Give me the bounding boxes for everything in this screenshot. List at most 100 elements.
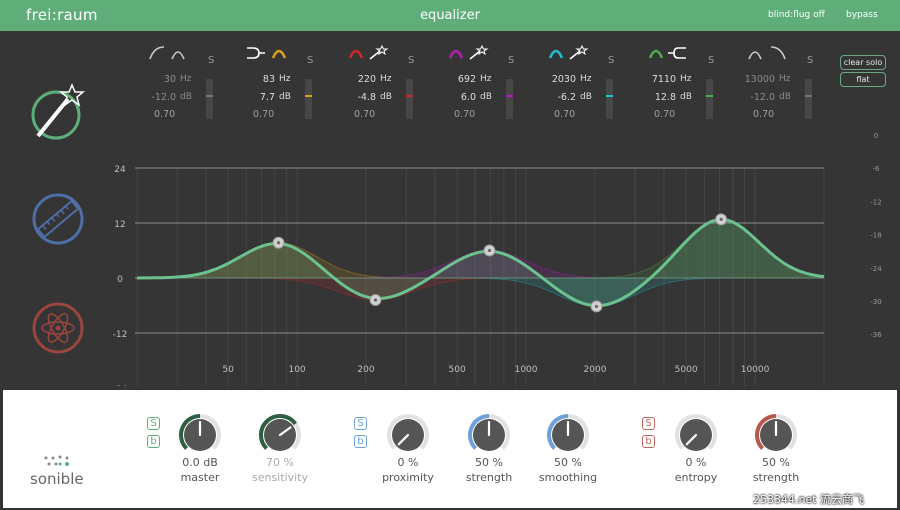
band-2-meter bbox=[305, 79, 312, 119]
band-3-solo-button[interactable]: S bbox=[408, 55, 415, 66]
band-6-meter bbox=[706, 79, 713, 119]
main-panel: S 30 Hz -12.0 dB 0.70 S 83 Hz 7.7 dB 0.70 S 220 Hz -4.8… bbox=[0, 31, 900, 389]
band-1-gain[interactable]: -12.0 bbox=[151, 92, 176, 103]
band-6-gain[interactable]: 12.8 bbox=[654, 92, 676, 103]
band-5-hz-unit: Hz bbox=[580, 74, 592, 84]
blue-smoothing-value: 50 % bbox=[554, 456, 582, 469]
blue-proximity-label: proximity bbox=[382, 471, 434, 484]
band-2-solo-button[interactable]: S bbox=[307, 55, 314, 66]
magic-wand-mode-icon[interactable] bbox=[26, 81, 88, 143]
blue-bypass-button[interactable]: b bbox=[354, 435, 367, 448]
band-1-frequency[interactable]: 30 bbox=[163, 74, 176, 85]
band-4-hz-unit: Hz bbox=[480, 74, 492, 84]
summed-response-curve bbox=[137, 217, 825, 308]
blue-strength-label: strength bbox=[465, 471, 513, 484]
band-6-frequency[interactable]: 7110 bbox=[651, 74, 676, 85]
band-4[interactable]: S 692 Hz 6.0 dB 0.70 bbox=[448, 43, 528, 123]
band-5-q[interactable]: 0.70 bbox=[554, 109, 576, 120]
band-3-frequency[interactable]: 220 bbox=[357, 74, 376, 85]
band-3-gain[interactable]: -4.8 bbox=[357, 92, 376, 103]
band-1-meter bbox=[206, 79, 213, 119]
blue-proximity-knob[interactable] bbox=[385, 412, 431, 458]
blue-solo-button[interactable]: S bbox=[354, 417, 367, 430]
band-5[interactable]: S 2030 Hz -6.2 dB 0.70 bbox=[548, 43, 628, 123]
band-1-q[interactable]: 0.70 bbox=[154, 109, 176, 120]
red-entropy-label: entropy bbox=[674, 471, 718, 484]
ruler-mode-icon[interactable] bbox=[30, 191, 86, 247]
band-3[interactable]: S 220 Hz -4.8 dB 0.70 bbox=[348, 43, 428, 123]
band-7-shape-icons[interactable] bbox=[747, 43, 807, 61]
band-6-db-unit: dB bbox=[680, 92, 692, 102]
green-bypass-button[interactable]: b bbox=[147, 435, 160, 448]
band-5-frequency[interactable]: 2030 bbox=[551, 74, 576, 85]
sonible-logo: sonible bbox=[30, 455, 84, 488]
band-2-frequency[interactable]: 83 bbox=[262, 74, 275, 85]
blue-smoothing-label: smoothing bbox=[538, 471, 598, 484]
red-strength-knob[interactable] bbox=[753, 412, 799, 458]
blue-strength-knob[interactable] bbox=[466, 412, 512, 458]
band-3-q[interactable]: 0.70 bbox=[354, 109, 376, 120]
band-7[interactable]: S 13000 Hz -12.0 dB 0.70 bbox=[745, 43, 827, 123]
level-tick-label: -36 bbox=[870, 331, 882, 339]
band-1-shape-icons[interactable] bbox=[148, 43, 208, 61]
red-entropy-value: 0 % bbox=[685, 456, 707, 469]
blind-flug-toggle[interactable]: blind:flug off bbox=[768, 10, 825, 20]
band-1-solo-button[interactable]: S bbox=[208, 55, 215, 66]
band-7-meter bbox=[805, 79, 812, 119]
band-7-db-unit: dB bbox=[779, 92, 791, 102]
frequency-tick-label: 2000 bbox=[584, 365, 607, 375]
atom-mode-icon[interactable] bbox=[30, 300, 86, 356]
band-2-q[interactable]: 0.70 bbox=[253, 109, 275, 120]
band-5-solo-button[interactable]: S bbox=[608, 55, 615, 66]
level-tick-label: 0 bbox=[874, 132, 878, 140]
band-6[interactable]: S 7110 Hz 12.8 dB 0.70 bbox=[648, 43, 728, 123]
green-sensitivity-knob[interactable] bbox=[257, 412, 303, 458]
band-2-shape-icons[interactable] bbox=[247, 43, 307, 61]
band-5-handle-dot bbox=[594, 304, 599, 309]
band-4-gain[interactable]: 6.0 bbox=[460, 92, 476, 103]
gain-tick-label: -24 bbox=[113, 385, 128, 386]
clear-solo-button[interactable]: clear solo bbox=[840, 55, 886, 70]
band-3-shape-icons[interactable] bbox=[348, 43, 408, 61]
band-7-solo-button[interactable]: S bbox=[807, 55, 814, 66]
red-solo-button[interactable]: S bbox=[642, 417, 655, 430]
band-4-solo-button[interactable]: S bbox=[508, 55, 515, 66]
band-7-gain[interactable]: -12.0 bbox=[750, 92, 775, 103]
band-7-q[interactable]: 0.70 bbox=[753, 109, 775, 120]
frequency-tick-label: 1000 bbox=[515, 365, 538, 375]
band-4-q[interactable]: 0.70 bbox=[454, 109, 476, 120]
red-bypass-button[interactable]: b bbox=[642, 435, 655, 448]
frequency-tick-label: 10000 bbox=[741, 365, 770, 375]
summed-response-fill bbox=[137, 219, 824, 306]
bypass-button[interactable]: bypass bbox=[846, 10, 878, 20]
band-3-db-unit: dB bbox=[380, 92, 392, 102]
band-7-frequency[interactable]: 13000 bbox=[744, 74, 775, 85]
band-6-shape-icons[interactable] bbox=[648, 43, 708, 61]
band-6-q[interactable]: 0.70 bbox=[654, 109, 676, 120]
level-tick-label: -6 bbox=[873, 165, 881, 173]
level-tick-label: -30 bbox=[870, 298, 881, 306]
level-tick-label: -12 bbox=[870, 198, 881, 206]
green-sensitivity-label: sensitivity bbox=[251, 471, 308, 484]
band-2[interactable]: S 83 Hz 7.7 dB 0.70 bbox=[247, 43, 327, 123]
watermark: 253344.net 流云商飞 bbox=[753, 493, 865, 506]
green-solo-button[interactable]: S bbox=[147, 417, 160, 430]
level-tick-label: -18 bbox=[870, 232, 881, 240]
green-master-knob[interactable] bbox=[177, 412, 223, 458]
band-4-db-unit: dB bbox=[480, 92, 492, 102]
flat-button[interactable]: flat bbox=[840, 72, 886, 87]
level-tick-label: -24 bbox=[870, 265, 882, 273]
band-1-db-unit: dB bbox=[180, 92, 192, 102]
band-4-frequency[interactable]: 692 bbox=[457, 74, 476, 85]
blue-strength-value: 50 % bbox=[475, 456, 503, 469]
band-6-handle-dot bbox=[719, 217, 723, 221]
band-5-shape-icons[interactable] bbox=[548, 43, 608, 61]
band-5-gain[interactable]: -6.2 bbox=[557, 92, 576, 103]
band-4-shape-icons[interactable] bbox=[448, 43, 508, 61]
blue-smoothing-knob[interactable] bbox=[545, 412, 591, 458]
band-1[interactable]: S 30 Hz -12.0 dB 0.70 bbox=[148, 43, 228, 123]
band-2-gain[interactable]: 7.7 bbox=[259, 92, 275, 103]
eq-graph[interactable]: 24 12 0 -12 -24 0 -6 -12 -18 -24 -30 -36 50 100 200 500… bbox=[0, 126, 900, 386]
red-entropy-knob[interactable] bbox=[673, 412, 719, 458]
band-6-solo-button[interactable]: S bbox=[708, 55, 715, 66]
